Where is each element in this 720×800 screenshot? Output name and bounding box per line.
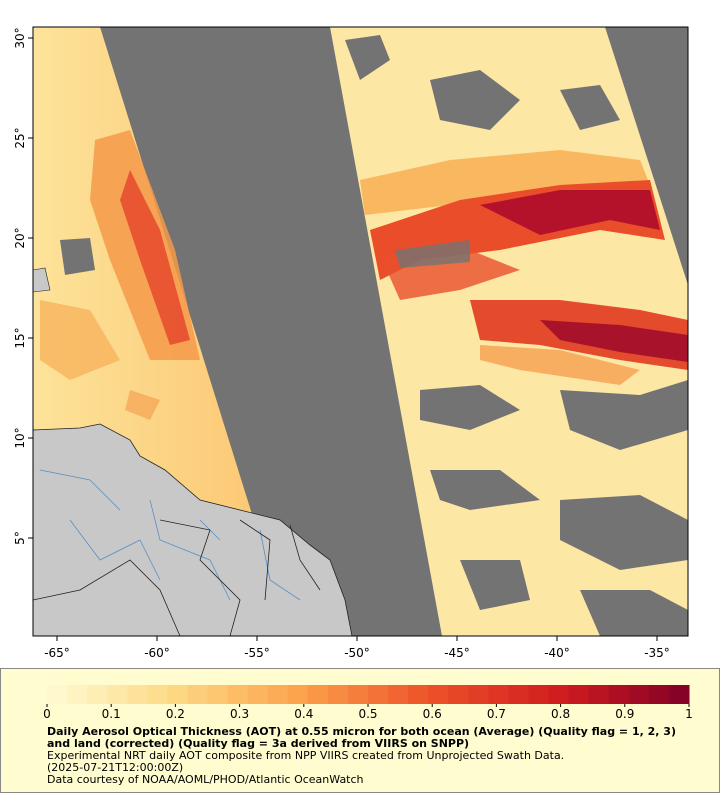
- note: (2025-07-21T12:00:00Z): [47, 761, 184, 774]
- colorbar-step: [668, 685, 690, 704]
- colorbar-step: [588, 685, 610, 704]
- map-image: [33, 27, 688, 636]
- colorbar: 0 0.1 0.2 0.3 0.4 0.5 0.6 0.7 0.8 0.9 1: [43, 685, 693, 721]
- colorbar-tick-label: 0.6: [423, 707, 442, 721]
- y-tick-label: 10°: [13, 427, 27, 448]
- colorbar-step: [408, 685, 429, 704]
- colorbar-step: [307, 685, 329, 704]
- caption: Daily Aerosol Optical Thickness (AOT) at…: [47, 726, 687, 786]
- colorbar-step: [87, 685, 108, 704]
- colorbar-tick-label: 0.4: [294, 707, 313, 721]
- colorbar-step: [548, 685, 570, 704]
- colorbar-tick-label: 0: [43, 707, 51, 721]
- colorbar-step: [448, 685, 469, 704]
- colorbar-tick-label: 0.2: [166, 707, 185, 721]
- colorbar-step: [207, 685, 229, 704]
- colorbar-step: [628, 685, 650, 704]
- colorbar-step: [648, 685, 670, 704]
- colorbar-step: [488, 685, 509, 704]
- colorbar-step: [508, 685, 529, 704]
- note: Experimental NRT daily AOT composite fro…: [47, 749, 565, 762]
- x-tick-label: -65°: [44, 646, 70, 660]
- colorbar-step: [528, 685, 550, 704]
- x-tick-label: -55°: [244, 646, 270, 660]
- y-tick-label: 25°: [13, 127, 27, 148]
- colorbar-step: [227, 685, 249, 704]
- y-tick-label: 20°: [13, 227, 27, 248]
- x-tick-label: -50°: [344, 646, 370, 660]
- colorbar-step: [327, 685, 349, 704]
- y-tick-label: 30°: [13, 27, 27, 48]
- colorbar-step: [468, 685, 489, 704]
- colorbar-step: [127, 685, 148, 704]
- colorbar-step: [47, 685, 68, 704]
- colorbar-tick-label: 0.3: [230, 707, 249, 721]
- y-tick-label: 15°: [13, 327, 27, 348]
- colorbar-tick-label: 0.5: [358, 707, 377, 721]
- colorbar-step: [147, 685, 168, 704]
- colorbar-step: [287, 685, 309, 704]
- colorbar-step: [368, 685, 389, 704]
- colorbar-step: [267, 685, 289, 704]
- colorbar-step: [428, 685, 449, 704]
- note: Data courtesy of NOAA/AOML/PHOD/Atlantic…: [47, 773, 364, 786]
- colorbar-step: [107, 685, 128, 704]
- x-tick-label: -60°: [144, 646, 170, 660]
- x-tick-label: -45°: [444, 646, 470, 660]
- colorbar-tick-label: 0.1: [102, 707, 121, 721]
- plot-frame: [32, 26, 689, 637]
- x-tick-label: -35°: [644, 646, 670, 660]
- colorbar-step: [388, 685, 409, 704]
- colorbar-step: [568, 685, 590, 704]
- colorbar-tick-label: 0.9: [615, 707, 634, 721]
- colorbar-step: [187, 685, 208, 704]
- title: Daily Aerosol Optical Thickness (AOT) at…: [47, 725, 676, 750]
- colorbar-tick-label: 0.8: [551, 707, 570, 721]
- axes: -65° -60° -55° -50° -45° -40° -35° 5° 10° 15° 20° 2…: [13, 27, 670, 660]
- x-tick-label: -40°: [544, 646, 570, 660]
- y-tick-label: 5°: [13, 531, 27, 545]
- colorbar-tick-label: 1: [685, 707, 693, 721]
- colorbar-step: [347, 685, 369, 704]
- colorbar-step: [67, 685, 88, 704]
- colorbar-tick-label: 0.7: [487, 707, 506, 721]
- colorbar-step: [167, 685, 188, 704]
- colorbar-step: [608, 685, 630, 704]
- colorbar-step: [247, 685, 269, 704]
